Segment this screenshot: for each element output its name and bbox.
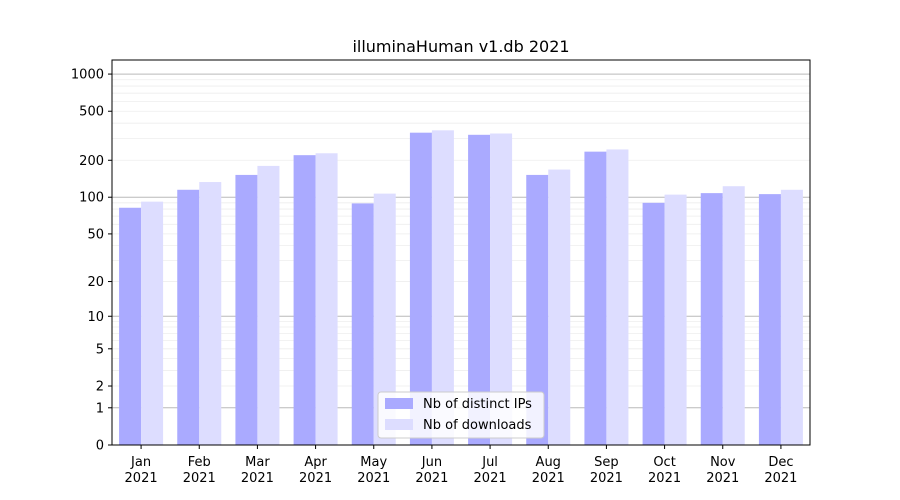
legend-label-distinct-ips: Nb of distinct IPs [423, 397, 532, 412]
x-tick-label-year: 2021 [241, 471, 274, 486]
bar-distinct-ips [700, 193, 723, 445]
bar-downloads [373, 193, 396, 445]
x-tick-label-month: Jan [130, 455, 151, 470]
legend-swatch-downloads [385, 419, 413, 430]
x-tick-label-year: 2021 [474, 471, 507, 486]
chart-title: illuminaHuman v1.db 2021 [352, 37, 569, 56]
bar-downloads [199, 182, 222, 445]
bar-distinct-ips [642, 202, 665, 445]
bar-downloads [780, 189, 803, 445]
bar-downloads [257, 165, 280, 446]
bar-downloads [431, 130, 454, 445]
y-axis: 0 1 2 5 10 20 50 100 200 500 1000 [71, 68, 112, 454]
legend-box [377, 391, 545, 439]
x-tick-label-month: Sep [594, 455, 619, 470]
grid [112, 73, 810, 409]
bars [119, 130, 803, 446]
bar-distinct-ips [119, 207, 142, 445]
x-tick-label-month: Apr [304, 455, 327, 470]
y-tick-label: 200 [79, 154, 104, 169]
x-tick-label-month: May [360, 455, 387, 470]
x-tick-label-year: 2021 [415, 471, 448, 486]
bar-downloads [606, 149, 629, 445]
x-tick-label-year: 2021 [125, 471, 158, 486]
x-tick-label-year: 2021 [183, 471, 216, 486]
bar-downloads [490, 133, 513, 445]
y-tick-label: 1000 [71, 68, 104, 83]
legend: Nb of distinct IPs Nb of downloads [377, 391, 545, 439]
bar-downloads [315, 153, 338, 445]
y-tick-label: 2 [96, 380, 104, 395]
x-tick-label-year: 2021 [764, 471, 797, 486]
bar-distinct-ips [177, 189, 200, 445]
y-tick-label: 5 [96, 342, 104, 357]
y-tick-label: 100 [79, 191, 104, 206]
x-tick-label-year: 2021 [648, 471, 681, 486]
y-tick-label: 10 [87, 310, 104, 325]
x-tick-label-month: Aug [536, 455, 561, 470]
y-tick-label: 50 [87, 227, 104, 242]
x-tick-label-month: Nov [710, 455, 736, 470]
bar-distinct-ips [468, 134, 491, 445]
x-tick-label-month: Dec [768, 455, 793, 470]
bar-downloads [141, 201, 164, 445]
bar-distinct-ips [758, 194, 781, 445]
y-tick-label: 20 [87, 275, 104, 290]
x-tick-label-year: 2021 [532, 471, 565, 486]
x-tick-label-year: 2021 [590, 471, 623, 486]
y-tick-label: 1 [96, 401, 104, 416]
y-tick-label: 0 [96, 439, 104, 454]
x-tick-label-month: Mar [245, 455, 270, 470]
x-tick-label-month: Jul [481, 455, 498, 470]
bar-distinct-ips [351, 203, 374, 445]
plot-frame [111, 59, 811, 446]
x-tick-label-year: 2021 [299, 471, 332, 486]
x-tick-label-month: Feb [188, 455, 211, 470]
x-tick-label-year: 2021 [706, 471, 739, 486]
bar-downloads [722, 186, 745, 445]
bar-downloads [548, 169, 571, 445]
bar-distinct-ips [526, 174, 549, 445]
legend-label-downloads: Nb of downloads [423, 418, 532, 433]
x-tick-label-year: 2021 [357, 471, 390, 486]
x-tick-label-month: Oct [653, 455, 675, 470]
x-tick-label-month: Jun [421, 455, 442, 470]
y-tick-label: 500 [79, 105, 104, 120]
bar-downloads [664, 194, 687, 445]
x-axis: Jan2021Feb2021Mar2021Apr2021May2021Jun20… [125, 445, 797, 486]
bar-distinct-ips [235, 174, 258, 445]
bar-distinct-ips [409, 132, 432, 446]
bar-distinct-ips [293, 155, 316, 446]
legend-swatch-distinct-ips [385, 398, 413, 409]
bar-distinct-ips [584, 151, 607, 445]
